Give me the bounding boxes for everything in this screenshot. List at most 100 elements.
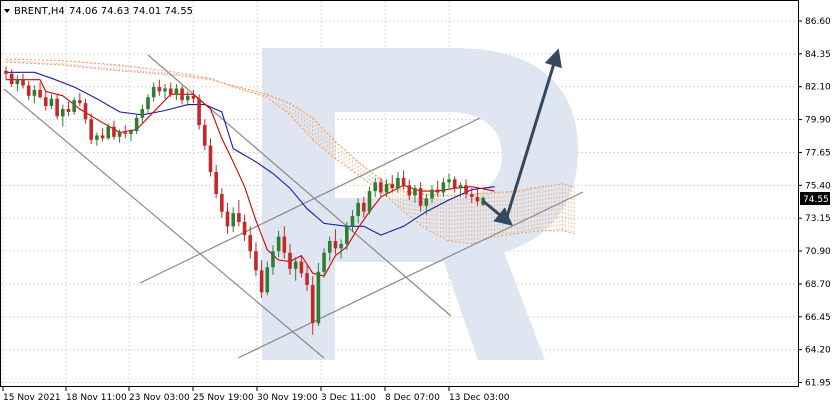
forecast-arrow-down[interactable]	[482, 199, 513, 226]
bull-candle	[140, 108, 145, 118]
bear-candle	[197, 98, 201, 126]
bear-candle	[220, 194, 224, 212]
bear-candle	[259, 270, 264, 293]
bear-candle	[9, 73, 14, 85]
bear-candle	[288, 252, 292, 269]
bull-candle	[458, 185, 463, 189]
forecast-arrows	[482, 48, 562, 226]
bear-candle	[38, 89, 42, 98]
y-tick-label: 66.45	[805, 313, 831, 323]
bear-candle	[464, 185, 468, 195]
bear-candle	[469, 194, 474, 197]
bull-candle	[95, 135, 99, 140]
bear-candle	[237, 213, 241, 222]
bear-candle	[21, 79, 25, 86]
y-tick-label: 75.40	[805, 181, 831, 191]
bear-candle	[214, 172, 218, 195]
y-tick-label: 73.15	[805, 214, 831, 224]
bear-candle	[248, 235, 253, 252]
bear-candle	[66, 108, 71, 112]
bull-candle	[15, 79, 20, 85]
channel-line[interactable]	[237, 191, 584, 359]
bull-candle	[447, 179, 451, 183]
bear-candle	[452, 179, 457, 189]
bear-candle	[4, 70, 8, 74]
bear-candle	[26, 85, 31, 96]
y-tick-label: 61.95	[805, 379, 831, 389]
bear-candle	[242, 221, 247, 236]
bear-candle	[254, 251, 258, 271]
bull-candle	[134, 117, 139, 131]
bull-candle	[367, 191, 372, 212]
bear-candle	[83, 103, 88, 120]
x-tick-label: 3 Dec 11:00	[321, 393, 376, 403]
ohlc-values: 74.06 74.63 74.01 74.55	[69, 6, 193, 17]
y-tick-label: 70.90	[805, 247, 831, 257]
bull-candle	[396, 177, 400, 189]
channel-line[interactable]	[139, 117, 481, 284]
bear-candle	[43, 97, 48, 107]
bull-candle	[356, 202, 360, 217]
bear-candle	[282, 236, 287, 253]
bull-candle	[339, 243, 343, 249]
bull-candle	[49, 98, 54, 107]
x-tick-label: 13 Dec 03:00	[449, 393, 510, 403]
bear-candle	[407, 185, 412, 196]
bull-candle	[345, 226, 349, 244]
bull-candle	[106, 126, 111, 139]
y-tick-label: 68.70	[805, 280, 831, 290]
bull-candle	[276, 236, 281, 252]
y-tick-label: 79.90	[805, 116, 831, 126]
bull-candle	[322, 252, 326, 272]
x-tick-label: 25 Nov 19:00	[193, 393, 254, 403]
bear-candle	[401, 177, 406, 186]
bull-candle	[430, 189, 434, 199]
x-tick-label: 30 Nov 19:00	[257, 393, 318, 403]
bull-candle	[129, 130, 133, 134]
senkou-span-b	[5, 58, 575, 245]
bear-candle	[333, 240, 338, 249]
chart-header: BRENT,H4 74.06 74.63 74.01 74.55	[4, 6, 193, 17]
current-price-label: 74.55	[803, 195, 829, 205]
bear-candle	[299, 261, 304, 274]
x-tick-label: 18 Nov 11:00	[66, 393, 127, 403]
channel-line[interactable]	[3, 88, 325, 359]
y-tick-label: 84.35	[805, 50, 831, 60]
bear-candle	[157, 86, 162, 92]
current-price-badge: 74.55	[800, 192, 830, 205]
bear-candle	[203, 125, 207, 146]
caret-down-icon[interactable]	[4, 9, 10, 13]
symbol-label: BRENT,H4	[14, 6, 65, 17]
bull-candle	[185, 95, 190, 101]
x-tick-label: 15 Nov 2021	[3, 393, 61, 403]
bull-candle	[271, 251, 275, 268]
bull-candle	[151, 86, 156, 98]
bull-candle	[231, 213, 235, 227]
bull-candle	[413, 188, 417, 196]
bull-candle	[350, 216, 355, 227]
bull-candle	[327, 240, 332, 253]
bull-candle	[441, 182, 446, 193]
plot-frame	[0, 0, 799, 387]
bull-candle	[384, 183, 389, 193]
y-axis: 86.60 84.35 82.10 79.90 77.65 75.40 73.15 70.90…	[798, 17, 831, 389]
forecast-arrow-up[interactable]	[504, 48, 562, 221]
bear-candle	[191, 95, 196, 99]
y-tick-label: 64.20	[805, 346, 831, 356]
bear-candle	[390, 183, 395, 189]
bear-candle	[112, 126, 116, 137]
bull-candle	[293, 261, 298, 269]
x-axis: 15 Nov 2021 18 Nov 11:00 23 Nov 03:00 25 No…	[2, 386, 510, 403]
bear-candle	[379, 182, 383, 193]
bear-candle	[475, 196, 480, 202]
x-tick-label: 23 Nov 03:00	[129, 393, 190, 403]
bear-candle	[435, 189, 440, 193]
bear-candle	[100, 135, 105, 139]
bull-candle	[373, 182, 377, 192]
x-tick-label: 8 Dec 07:00	[385, 393, 440, 403]
bull-candle	[72, 100, 76, 112]
bear-candle	[225, 211, 230, 227]
bear-candle	[362, 202, 366, 212]
bear-candle	[418, 188, 423, 206]
